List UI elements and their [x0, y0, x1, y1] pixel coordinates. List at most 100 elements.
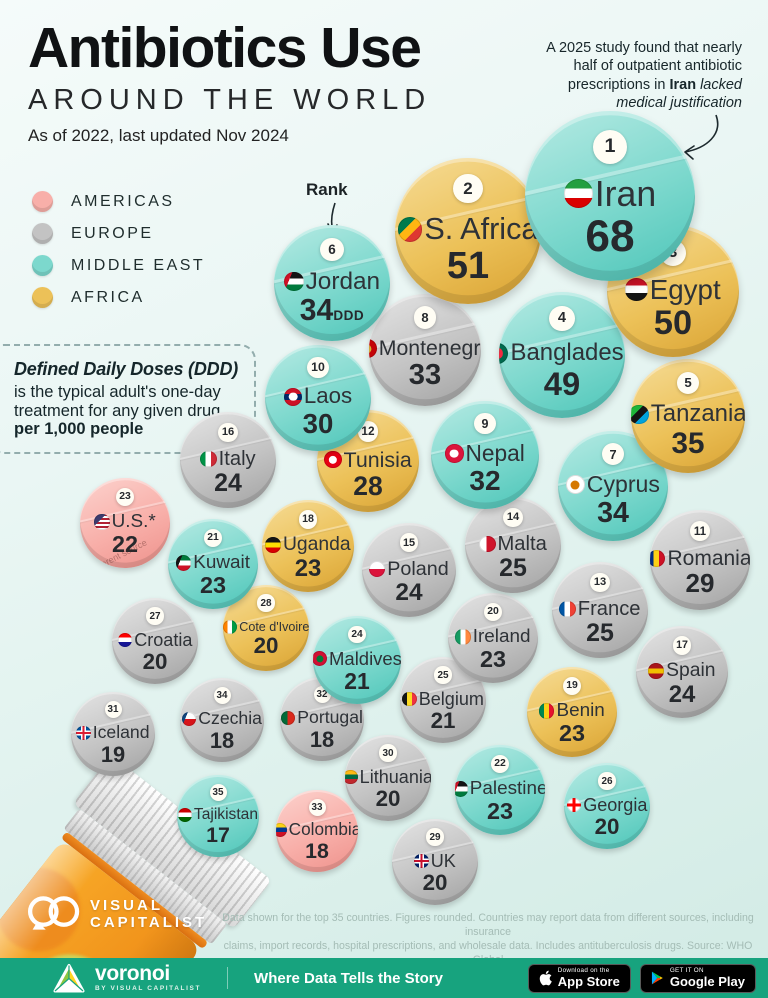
visual-capitalist-logo-text: VISUAL CAPITALIST	[90, 897, 207, 932]
bangladesh-flag-icon	[499, 342, 509, 365]
pill-spain: 17 Spain 24	[636, 626, 728, 718]
country-value-number: 22	[111, 531, 139, 558]
ddd-note-body: is the typical adult's one-day treatment…	[14, 383, 221, 420]
country-value-number: 34	[597, 496, 629, 529]
country-value-number: 23	[486, 798, 514, 825]
country-name: S. Africa	[424, 211, 539, 246]
pill-content: Jordan 34DDD	[274, 225, 390, 341]
rank-badge: 26	[598, 772, 616, 790]
pill-content: Ireland 23	[448, 593, 538, 683]
legend-item-middle_east: MIDDLE EAST	[32, 255, 205, 276]
country-name: Spain	[666, 660, 716, 682]
country-value-number: 20	[594, 814, 620, 840]
country-value-number: 24	[214, 469, 242, 498]
pill-content: Poland 24	[362, 523, 456, 617]
pill-content: Czechia 18	[180, 678, 264, 762]
country-value: 22	[112, 532, 138, 557]
app-store-badge[interactable]: Download on the App Store	[527, 963, 631, 993]
pill-jordan: 6 Jordan 34DDD	[274, 225, 390, 341]
u-s-flag-icon	[94, 514, 110, 530]
pill-content: Bangladesh 49	[499, 292, 625, 418]
country-value: 35	[672, 428, 705, 459]
country-value-number: 20	[422, 870, 448, 896]
country-value-number: 49	[543, 364, 581, 402]
page-title: Antibiotics Use	[28, 16, 422, 80]
country-value-number: 50	[653, 303, 693, 342]
pill-iceland: 31 Iceland 19	[71, 692, 155, 776]
google-play-badge-text: GET IT ON Google Play	[669, 966, 745, 989]
europe-color-dot	[32, 223, 53, 244]
pill-belgium: 25 Belgium 21	[400, 657, 486, 743]
country-name: Iran	[594, 173, 657, 214]
lithuania-flag-icon	[345, 769, 358, 785]
google-play-icon	[651, 971, 663, 985]
rank-badge: 21	[204, 528, 222, 547]
google-play-line1: GET IT ON	[669, 966, 704, 974]
pill-content: Iran 68	[525, 111, 695, 281]
pill-content: Tajikistan 17	[177, 775, 259, 857]
rank-badge: 16	[218, 422, 238, 442]
rank-badge: 34	[213, 687, 231, 705]
country-value: 33	[409, 360, 441, 391]
country-value-number: 29	[685, 568, 715, 599]
country-name: Tunisia	[343, 447, 412, 472]
france-flag-icon	[559, 600, 576, 617]
pill-colombia: 33 Colombia 18	[276, 790, 358, 872]
pill-iran: 1 Iran 68	[525, 111, 695, 281]
pill-italy: 16 Italy 24	[180, 412, 276, 508]
country-value: 24	[214, 470, 242, 496]
google-play-badge[interactable]: GET IT ON Google Play	[639, 963, 756, 993]
benin-flag-icon	[539, 703, 555, 719]
country-name: Palestine	[469, 778, 545, 800]
s-africa-flag-icon	[397, 216, 423, 242]
ddd-note-title: Defined Daily Doses (DDD)	[14, 359, 239, 379]
pill-benin: 19 Benin 23	[527, 667, 617, 757]
footer-tagline: Where Data Tells the Story	[254, 969, 443, 987]
rank-badge: 7	[602, 443, 624, 466]
rank-badge: 24	[348, 625, 366, 644]
maldives-flag-icon	[313, 651, 328, 667]
pill-content: Palestine 23	[455, 745, 545, 835]
pill-content: U.S.* 22	[80, 478, 170, 568]
pill-maldives: 24 Maldives 21	[313, 616, 401, 704]
country-value: 32	[469, 466, 500, 496]
pill-kuwait: 21 Kuwait 23	[168, 519, 258, 609]
rank-badge: 10	[307, 356, 329, 378]
footer-divider	[227, 967, 229, 989]
country-value-number: 28	[353, 470, 383, 501]
pill-content: Maldives 21	[313, 616, 401, 704]
country-value: 20	[595, 815, 620, 839]
cyprus-flag-icon	[566, 475, 585, 494]
rank-badge: 31	[104, 701, 122, 719]
pill-poland: 15 Poland 24	[362, 523, 456, 617]
country-name: Lithuania	[359, 766, 431, 787]
country-name: Colombia	[288, 819, 358, 840]
ddd-note: Defined Daily Doses (DDD) is the typical …	[0, 344, 256, 454]
legend-item-africa: AFRICA	[32, 287, 205, 308]
country-value: 20	[423, 871, 448, 895]
country-name: Iceland	[92, 722, 150, 743]
tanzania-flag-icon	[631, 404, 649, 425]
pill-content: Belgium 21	[400, 657, 486, 743]
visual-capitalist-logo-icon	[27, 896, 80, 930]
country-value-number: 23	[558, 720, 586, 747]
legend-label: AFRICA	[71, 288, 145, 306]
rank-badge: 4	[549, 305, 575, 332]
pill-content: Portugal 18	[280, 677, 364, 761]
czechia-flag-icon	[182, 711, 197, 727]
country-value: 49	[543, 364, 581, 402]
pill-content: S. Africa 51	[395, 158, 541, 304]
pill-content: Egypt 50	[607, 225, 739, 357]
country-value: 68	[585, 213, 634, 261]
country-value: 25	[586, 620, 614, 646]
country-name: Georgia	[583, 794, 648, 815]
pill-content: Uganda 23	[262, 500, 354, 592]
pill-content: UK 20	[392, 819, 478, 905]
legend: AMERICAS EUROPE MIDDLE EAST AFRICA	[32, 191, 205, 308]
pill-bangladesh: 4 Bangladesh 49	[499, 292, 625, 418]
header: Antibiotics Use AROUND THE WORLD As of 2…	[28, 20, 431, 146]
legend-label: AMERICAS	[71, 192, 175, 210]
romania-flag-icon	[650, 550, 666, 568]
store-badges: Download on the App Store GET IT ON Goog…	[527, 963, 756, 993]
country-value: 51	[447, 246, 489, 286]
